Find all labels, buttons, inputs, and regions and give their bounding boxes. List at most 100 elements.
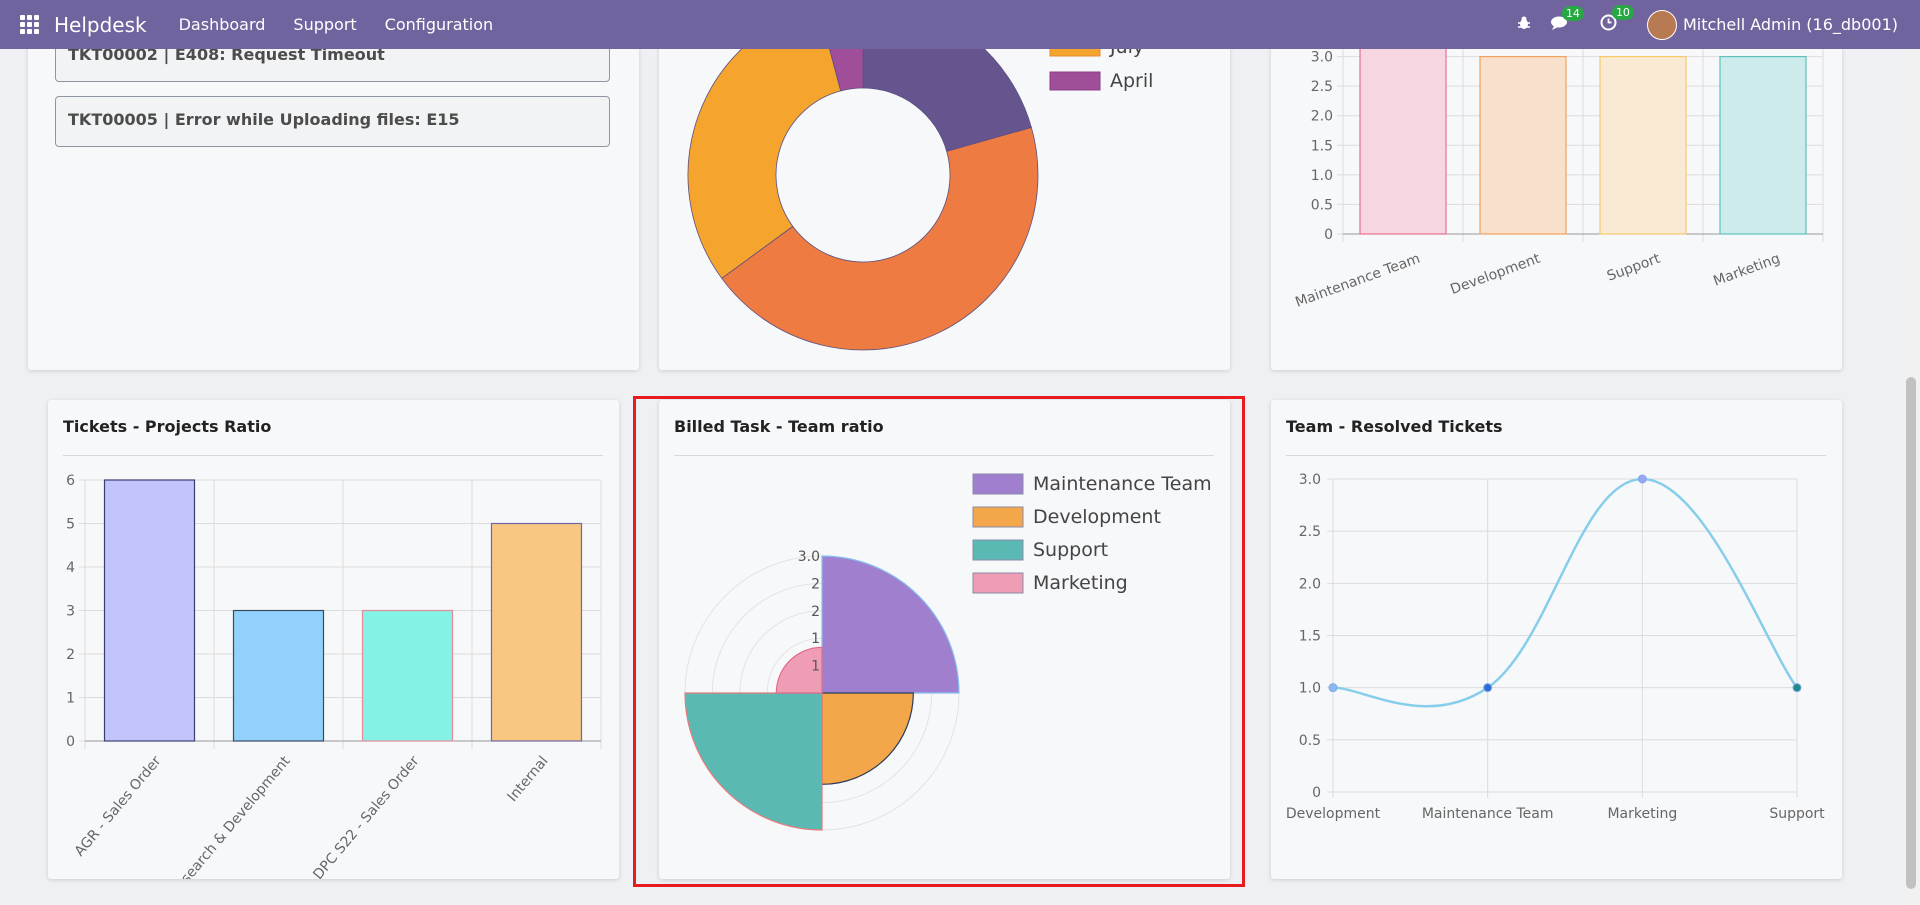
y-tick-label: 0.5 bbox=[1311, 197, 1333, 213]
bar bbox=[1719, 55, 1807, 235]
ticket-item[interactable]: TKT00005 | Error while Uploading files: … bbox=[55, 96, 610, 147]
x-tick-label: Support bbox=[1605, 251, 1663, 285]
bar bbox=[232, 609, 325, 742]
team-bar-chart-card: 00.51.01.52.02.53.03.5Maintenance TeamDe… bbox=[1271, 40, 1842, 370]
polar-tick-label: 2 bbox=[811, 604, 820, 620]
bar bbox=[1599, 55, 1687, 235]
billed-task-card: Billed Task - Team ratio 3.0 2 2 1 1 Maintena… bbox=[659, 400, 1230, 879]
legend-swatch bbox=[972, 539, 1024, 561]
y-tick-label: 0 bbox=[1324, 227, 1333, 243]
series-line bbox=[1332, 477, 1799, 708]
tickets-card bbox=[28, 40, 639, 370]
data-point bbox=[1328, 683, 1338, 693]
legend-swatch bbox=[972, 506, 1024, 528]
y-tick-label: 1.5 bbox=[1311, 138, 1333, 154]
polar-tick-label: 2 bbox=[811, 576, 820, 592]
card-divider bbox=[1286, 455, 1826, 456]
legend-label: Maintenance Team bbox=[1033, 473, 1212, 495]
legend-swatch bbox=[972, 473, 1024, 495]
doughnut-slice bbox=[687, 40, 842, 279]
bar bbox=[103, 479, 196, 742]
billed-task-polar-chart: 3.0 2 2 1 1 Maintenance Team Development Suppor… bbox=[684, 473, 1212, 831]
app-brand[interactable]: Helpdesk bbox=[54, 12, 147, 37]
projects-ratio-card: Tickets - Projects Ratio 0 1 2 3 4 5 6 AGR - Sa… bbox=[48, 400, 619, 879]
scrollbar-thumb[interactable] bbox=[1906, 377, 1916, 889]
x-tick-label: DPC S22 - Sales Order bbox=[310, 753, 422, 879]
x-tick-label: Development bbox=[1448, 251, 1543, 298]
y-tick-label: 0 bbox=[66, 734, 75, 750]
chat-icon[interactable]: 14 bbox=[1550, 5, 1584, 35]
projects-ratio-chart: 0 1 2 3 4 5 6 AGR - Sales Order Research & Devel… bbox=[66, 473, 602, 879]
legend-swatch bbox=[972, 572, 1024, 594]
x-tick-label: Marketing bbox=[1711, 251, 1782, 290]
apps-menu-icon[interactable] bbox=[20, 14, 40, 35]
bar bbox=[490, 522, 583, 742]
y-tick-label: 2.0 bbox=[1311, 109, 1333, 125]
doughnut-chart-card: July April bbox=[659, 40, 1230, 370]
legend-label: Development bbox=[1033, 506, 1161, 528]
y-tick-label: 1.0 bbox=[1299, 681, 1321, 697]
doughnut-chart: July April bbox=[687, 40, 1153, 351]
highlight-frame bbox=[633, 396, 1245, 887]
polar-segment bbox=[821, 692, 914, 785]
resolved-tickets-line-chart: Development Maintenance Team Marketing Supp… bbox=[1286, 472, 1825, 822]
y-tick-label: 0 bbox=[1312, 785, 1321, 801]
y-tick-label: 1.5 bbox=[1299, 629, 1321, 645]
legend-label: Support bbox=[1033, 539, 1108, 561]
chat-count-badge: 14 bbox=[1561, 5, 1584, 21]
y-tick-label: 6 bbox=[66, 473, 75, 489]
bar bbox=[1479, 55, 1567, 235]
data-point bbox=[1483, 683, 1493, 693]
polar-segment bbox=[684, 692, 823, 831]
activity-clock-icon[interactable]: 10 bbox=[1600, 5, 1634, 35]
page-scrollbar[interactable] bbox=[1902, 49, 1920, 905]
doughnut-slice bbox=[862, 40, 1032, 152]
resolved-tickets-card: Team - Resolved Tickets Development Maint… bbox=[1271, 400, 1842, 879]
x-tick-label: Maintenance Team bbox=[1422, 806, 1554, 822]
user-menu[interactable]: Mitchell Admin (16_db001) bbox=[1682, 15, 1898, 34]
y-tick-label: 1 bbox=[66, 691, 75, 707]
bar bbox=[1359, 40, 1447, 235]
data-point bbox=[1637, 474, 1647, 484]
x-tick-label: Support bbox=[1769, 806, 1825, 822]
card-title: Billed Task - Team ratio bbox=[674, 417, 884, 436]
y-tick-label: 3 bbox=[66, 604, 75, 620]
x-tick-label: Marketing bbox=[1607, 806, 1677, 822]
card-title: Tickets - Projects Ratio bbox=[63, 417, 272, 436]
x-tick-label: Research & Development bbox=[167, 753, 294, 879]
x-tick-label: Development bbox=[1286, 806, 1381, 822]
bar bbox=[361, 609, 454, 742]
y-tick-label: 3.0 bbox=[1299, 472, 1321, 488]
y-tick-label: 3.0 bbox=[1311, 50, 1333, 66]
polar-tick-label: 3.0 bbox=[798, 549, 820, 565]
x-tick-label: Internal bbox=[505, 753, 552, 805]
card-divider bbox=[63, 455, 603, 456]
menu-dashboard[interactable]: Dashboard bbox=[178, 15, 266, 34]
user-avatar[interactable] bbox=[1646, 9, 1677, 40]
team-bar-chart: 00.51.01.52.02.53.03.5Maintenance TeamDe… bbox=[1293, 40, 1824, 311]
y-tick-label: 2.0 bbox=[1299, 576, 1321, 592]
y-tick-label: 2 bbox=[66, 647, 75, 663]
card-title: Team - Resolved Tickets bbox=[1286, 417, 1503, 436]
debug-bug-icon[interactable] bbox=[1516, 15, 1532, 35]
y-tick-label: 5 bbox=[66, 517, 75, 533]
y-tick-label: 4 bbox=[66, 560, 75, 576]
activity-count-badge: 10 bbox=[1611, 5, 1634, 20]
polar-segment bbox=[775, 646, 823, 694]
card-divider bbox=[674, 455, 1214, 456]
top-navbar: Helpdesk Dashboard Support Configuration… bbox=[0, 0, 1920, 49]
y-tick-label: 2.5 bbox=[1311, 79, 1333, 95]
menu-support[interactable]: Support bbox=[293, 15, 357, 34]
legend-label: Marketing bbox=[1033, 572, 1128, 594]
y-tick-label: 0.5 bbox=[1299, 733, 1321, 749]
polar-tick-label: 1 bbox=[811, 659, 820, 675]
legend-label-april: April bbox=[1110, 70, 1153, 92]
polar-tick-label: 1 bbox=[811, 631, 820, 647]
y-tick-label: 1.0 bbox=[1311, 168, 1333, 184]
x-tick-label: Maintenance Team bbox=[1293, 251, 1422, 311]
x-tick-label: AGR - Sales Order bbox=[72, 753, 165, 860]
menu-configuration[interactable]: Configuration bbox=[384, 15, 494, 34]
y-tick-label: 2.5 bbox=[1299, 524, 1321, 540]
doughnut-slice bbox=[721, 126, 1039, 351]
polar-segment bbox=[821, 555, 960, 694]
